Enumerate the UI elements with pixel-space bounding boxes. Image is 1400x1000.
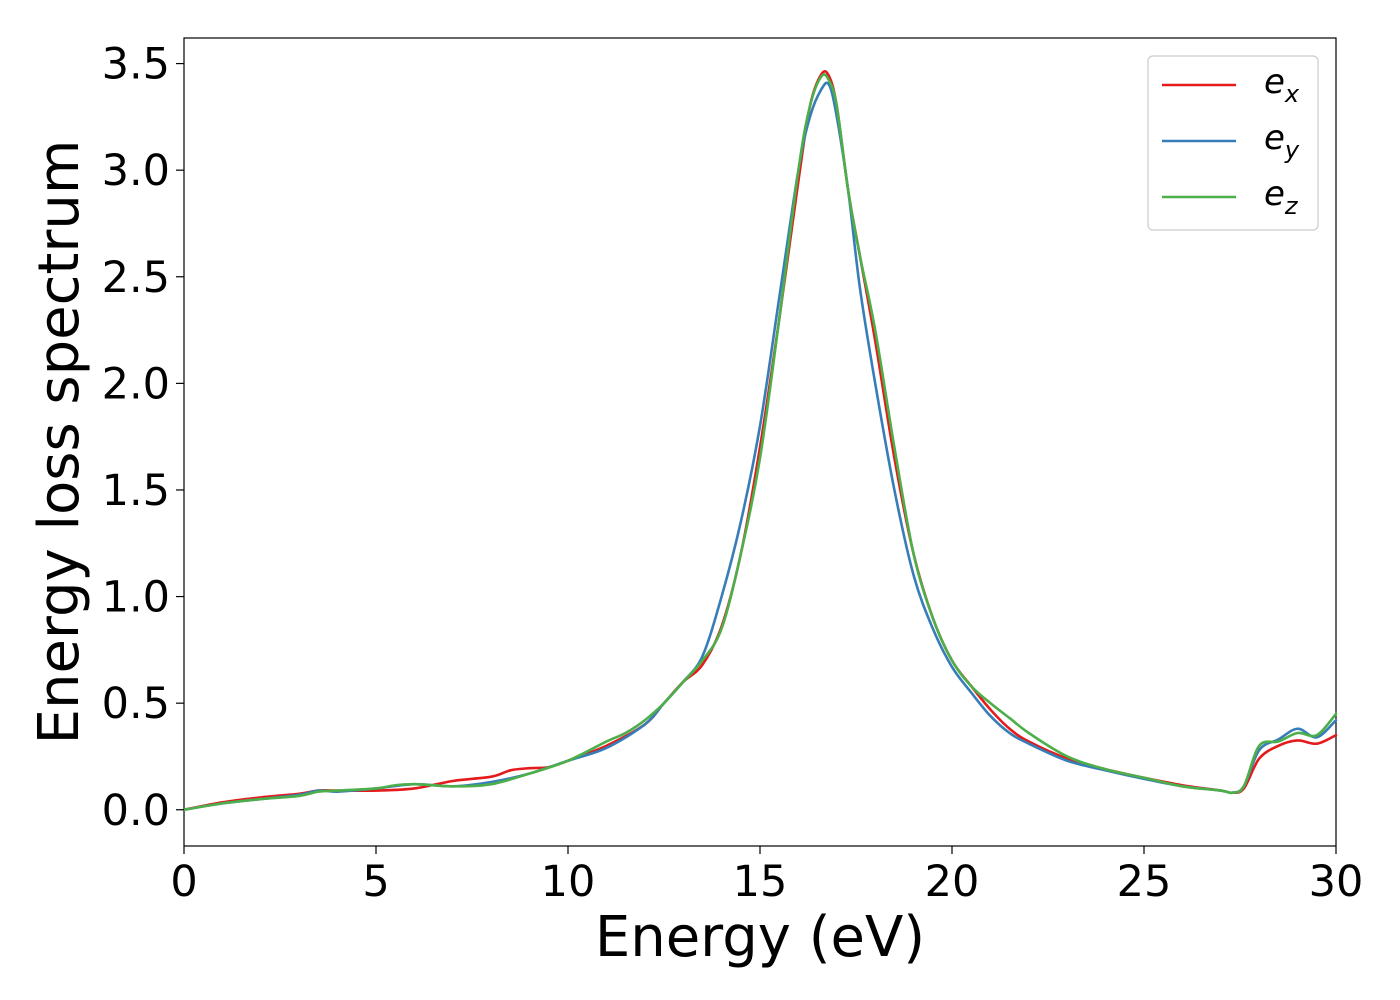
x-tick-label: 15 [733, 857, 788, 907]
legend-item-z: ez [1162, 174, 1299, 220]
x-tick-label: 20 [925, 857, 980, 907]
legend-label-base: e [1264, 174, 1285, 214]
legend-label-subscript: y [1284, 136, 1300, 164]
legend-item-y: ey [1162, 118, 1300, 164]
legend-label-subscript: z [1284, 192, 1299, 220]
y-tick-label: 0.5 [102, 679, 170, 729]
series-layer [182, 70, 1338, 812]
y-tick-label: 0.0 [102, 786, 170, 836]
x-axis-title: Energy (eV) [595, 905, 925, 970]
legend-box [1147, 55, 1319, 231]
y-tick-label: 1.0 [102, 573, 170, 623]
x-tick-label: 10 [541, 857, 596, 907]
y-tick-label: 2.0 [102, 359, 170, 409]
legend-label-subscript: x [1284, 80, 1300, 108]
x-tick-label: 0 [170, 857, 197, 907]
y-tick-label: 1.5 [102, 466, 170, 516]
series-line-z [182, 73, 1338, 812]
x-tick-label: 30 [1309, 857, 1364, 907]
x-axis: 0 5 10 15 20 25 30 [170, 846, 1363, 907]
y-tick-label: 3.0 [102, 146, 170, 196]
x-tick-label: 5 [362, 857, 389, 907]
y-tick-label: 2.5 [102, 253, 170, 303]
y-tick-label: 3.5 [102, 40, 170, 90]
legend-label-base: e [1264, 62, 1285, 102]
legend-item-x: ex [1162, 62, 1300, 108]
legend-label: ex [1264, 62, 1300, 108]
plot-area [182, 37, 1338, 847]
y-axis-title: Energy loss spectrum [27, 140, 92, 745]
legend-label: ez [1264, 174, 1299, 220]
legend-label-base: e [1264, 118, 1285, 158]
x-tick-label: 25 [1117, 857, 1172, 907]
legend-label: ey [1264, 118, 1300, 164]
y-axis: 0.0 0.5 1.0 1.5 2.0 2.5 3.0 3.5 [102, 40, 184, 836]
